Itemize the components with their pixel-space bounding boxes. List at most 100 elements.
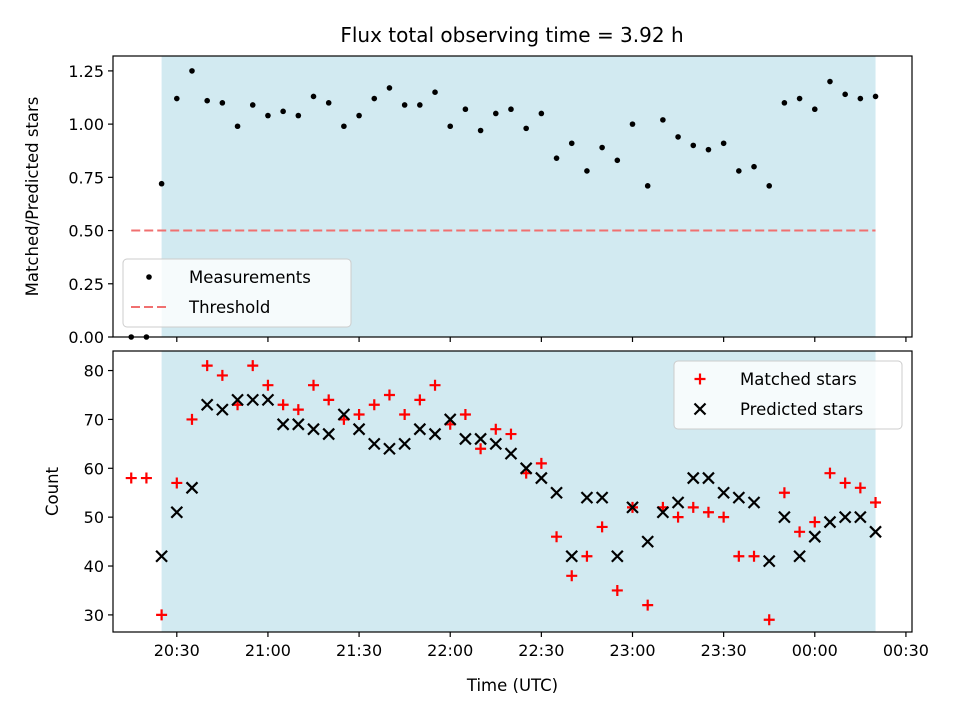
predicted-stars-point	[216, 403, 229, 416]
matched-stars-point	[490, 423, 502, 435]
matched-stars-point	[353, 409, 365, 421]
predicted-stars-point	[261, 393, 275, 407]
x-tick-label: 20:30	[154, 641, 200, 660]
matched-stars-point	[216, 369, 228, 381]
y-tick-label: 70	[84, 410, 104, 429]
predicted-stars-point	[185, 481, 199, 495]
matched-stars-point	[368, 399, 380, 411]
measurement-point	[690, 142, 697, 149]
measurement-point	[310, 93, 317, 100]
measurement-point	[660, 117, 666, 123]
predicted-stars-point	[519, 462, 533, 475]
measurement-point	[158, 180, 165, 187]
predicted-stars-point	[838, 510, 852, 524]
measurement-point	[614, 157, 621, 164]
predicted-stars-point	[489, 437, 503, 451]
predicted-stars-point	[535, 471, 548, 485]
measurement-point	[280, 108, 286, 115]
measurement-point	[447, 123, 454, 130]
matched-stars-point	[748, 550, 760, 562]
predicted-stars-point	[656, 505, 670, 519]
predicted-stars-point	[398, 437, 411, 451]
matched-stars-point	[171, 477, 183, 489]
predicted-stars-point	[686, 471, 700, 485]
predicted-stars-point	[200, 398, 214, 412]
measurement-point	[538, 110, 545, 117]
measurement-point	[386, 85, 393, 91]
legend-marker	[693, 402, 707, 416]
x-tick-label: 00:00	[792, 641, 838, 660]
matched-stars-point	[308, 379, 320, 391]
predicted-stars-point	[717, 486, 730, 499]
measurement-point	[629, 121, 636, 127]
matched-stars-point	[763, 614, 775, 626]
legend-box	[673, 360, 903, 430]
measurement-point	[265, 112, 271, 119]
measurement-point	[842, 91, 848, 98]
measurement-point	[523, 125, 529, 132]
measurement-point	[644, 183, 651, 189]
predicted-stars-point	[793, 549, 806, 563]
measurement-point	[173, 95, 180, 102]
predicted-stars-point	[869, 525, 882, 539]
y-axis-label: Count	[43, 466, 62, 516]
measurement-point	[401, 102, 408, 108]
measurement-point	[584, 168, 590, 174]
predicted-stars-point	[808, 530, 822, 543]
predicted-stars-point	[367, 437, 381, 451]
matched-stars-point	[687, 501, 699, 513]
measurement-point	[736, 168, 742, 174]
x-tick-label: 00:30	[883, 641, 929, 660]
matched-stars-point	[581, 550, 593, 562]
measurement-point	[857, 95, 864, 102]
bottom-panel-counts: 30 40 50 60 70 80 20:30 21:00 21:30 22:00 22:30 23:…	[43, 350, 929, 695]
y-tick-label: 1.25	[68, 62, 104, 81]
predicted-stars-point	[231, 393, 244, 407]
series-predicted-stars	[155, 393, 882, 568]
matched-stars-point	[854, 482, 866, 494]
measurement-point	[781, 100, 788, 106]
matched-stars-point	[672, 511, 684, 523]
predicted-stars-point	[565, 549, 579, 563]
measurement-point	[325, 100, 332, 106]
matched-stars-point	[535, 457, 547, 469]
matched-stars-point	[824, 467, 836, 479]
matched-stars-point	[809, 516, 821, 528]
matched-stars-point	[505, 428, 517, 440]
predicted-stars-point	[550, 486, 563, 499]
measurement-point	[234, 123, 241, 130]
predicted-stars-point	[595, 491, 609, 504]
predicted-stars-point	[778, 510, 791, 524]
predicted-stars-point	[322, 427, 335, 441]
axes-frame	[112, 55, 913, 338]
x-tick-label: 22:00	[427, 641, 473, 660]
measurement-point	[371, 95, 378, 102]
legend-marker	[694, 373, 706, 385]
y-tick-label: 40	[84, 557, 104, 576]
measurement-point	[599, 144, 605, 151]
y-axis-label: Matched/Predicted stars	[23, 97, 42, 297]
predicted-stars-point	[459, 432, 472, 446]
legend-box	[122, 258, 352, 328]
x-axis-label: Time (UTC)	[466, 676, 558, 695]
measurement-point	[295, 112, 302, 119]
predicted-stars-point	[292, 418, 305, 431]
legend: Matched stars Predicted stars	[673, 360, 903, 430]
y-tick-label: 80	[84, 362, 104, 381]
matched-stars-point	[718, 511, 730, 523]
predicted-stars-point	[823, 515, 837, 529]
measurement-point	[675, 134, 681, 140]
predicted-stars-point	[580, 491, 594, 504]
legend-marker	[146, 274, 152, 280]
matched-stars-point	[870, 496, 882, 508]
top-panel-ratio: 0.00 0.25 0.50 0.75 1.00 1.25 Matched/Predicte…	[23, 55, 913, 347]
measurement-point	[356, 112, 362, 119]
predicted-stars-point	[276, 418, 290, 431]
predicted-stars-point	[474, 432, 487, 446]
x-tick-label: 23:00	[609, 641, 655, 660]
matched-stars-point	[702, 506, 714, 518]
y-tick-label: 0.50	[68, 222, 104, 241]
measurement-point	[492, 110, 499, 117]
predicted-stars-point	[307, 422, 320, 436]
